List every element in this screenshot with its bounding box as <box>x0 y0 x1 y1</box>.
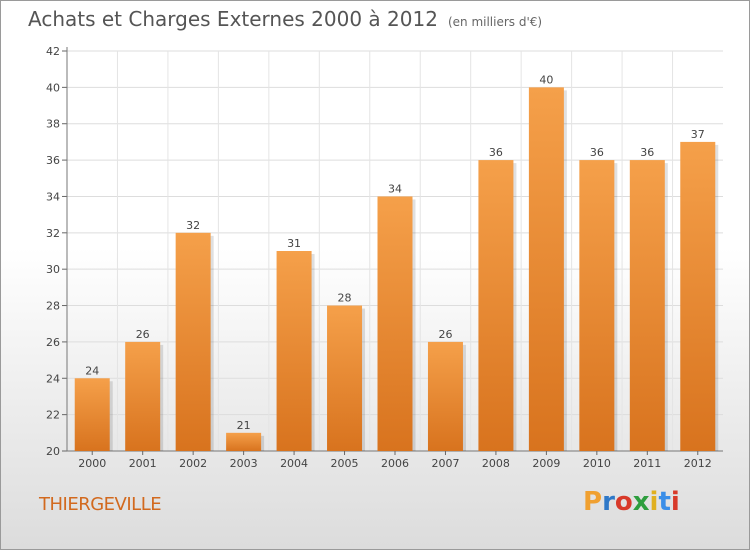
y-tick-label: 42 <box>46 45 60 58</box>
bar <box>327 305 363 451</box>
bar <box>478 160 514 451</box>
data-label: 36 <box>590 146 604 159</box>
bar <box>377 196 413 451</box>
x-tick-label: 2012 <box>684 457 712 470</box>
location-name: THIERGEVILLE <box>39 494 162 515</box>
bar <box>629 160 665 451</box>
data-label: 36 <box>640 146 654 159</box>
bar <box>427 341 463 451</box>
y-tick-label: 32 <box>46 227 60 240</box>
x-tick-label: 2002 <box>179 457 207 470</box>
x-tick-label: 2006 <box>381 457 409 470</box>
labels: 24 2000 26 2001 32 2002 21 2003 31 2004 28 2005 34 20… <box>78 73 712 470</box>
y-tick-label: 38 <box>46 118 60 131</box>
x-tick-label: 2001 <box>129 457 157 470</box>
data-label: 34 <box>388 182 402 195</box>
logo-letter: t <box>658 487 671 517</box>
y-tick-label: 20 <box>46 445 60 458</box>
x-tick-label: 2011 <box>633 457 661 470</box>
data-label: 40 <box>539 73 553 86</box>
data-label: 32 <box>186 219 200 232</box>
y-tick-label: 40 <box>46 81 60 94</box>
logo-letter: P <box>583 487 603 517</box>
y-tick-label: 26 <box>46 336 60 349</box>
bar <box>175 232 211 451</box>
x-tick-label: 2010 <box>583 457 611 470</box>
bar <box>680 141 716 451</box>
bar <box>74 378 110 451</box>
x-tick-label: 2007 <box>431 457 459 470</box>
y-tick-label: 30 <box>46 263 60 276</box>
x-tick-label: 2009 <box>532 457 560 470</box>
y-tick-label: 28 <box>46 300 60 313</box>
logo-letter: o <box>614 487 633 517</box>
logo-letter: i <box>649 487 659 517</box>
x-tick-label: 2000 <box>78 457 106 470</box>
data-label: 26 <box>438 328 452 341</box>
data-label: 26 <box>136 328 150 341</box>
bar <box>276 251 312 451</box>
chart-title-text: Achats et Charges Externes 2000 à 2012 <box>28 7 438 31</box>
y-tick-label: 36 <box>46 154 60 167</box>
data-label: 36 <box>489 146 503 159</box>
y-tick-label: 24 <box>46 372 60 385</box>
data-label: 37 <box>691 128 705 141</box>
bars <box>74 87 719 451</box>
x-tick-label: 2008 <box>482 457 510 470</box>
data-label: 28 <box>338 292 352 305</box>
logo-letter: i <box>670 487 680 517</box>
x-tick-label: 2004 <box>280 457 308 470</box>
chart-subtitle: (en milliers d'€) <box>447 15 543 29</box>
data-label: 31 <box>287 237 301 250</box>
x-tick-label: 2005 <box>331 457 359 470</box>
logo-letter: x <box>632 487 650 517</box>
bar <box>579 160 615 451</box>
y-tick-label: 34 <box>46 190 60 203</box>
bar <box>226 432 262 451</box>
proxiti-logo: Proxiti <box>583 489 680 515</box>
data-label: 24 <box>85 364 99 377</box>
chart-title: Achats et Charges Externes 2000 à 2012 (e… <box>28 7 542 31</box>
x-tick-label: 2003 <box>230 457 258 470</box>
y-tick-label: 22 <box>46 409 60 422</box>
bar <box>125 341 161 451</box>
logo-letter: r <box>602 487 615 517</box>
bar <box>528 87 564 451</box>
data-label: 21 <box>237 419 251 432</box>
